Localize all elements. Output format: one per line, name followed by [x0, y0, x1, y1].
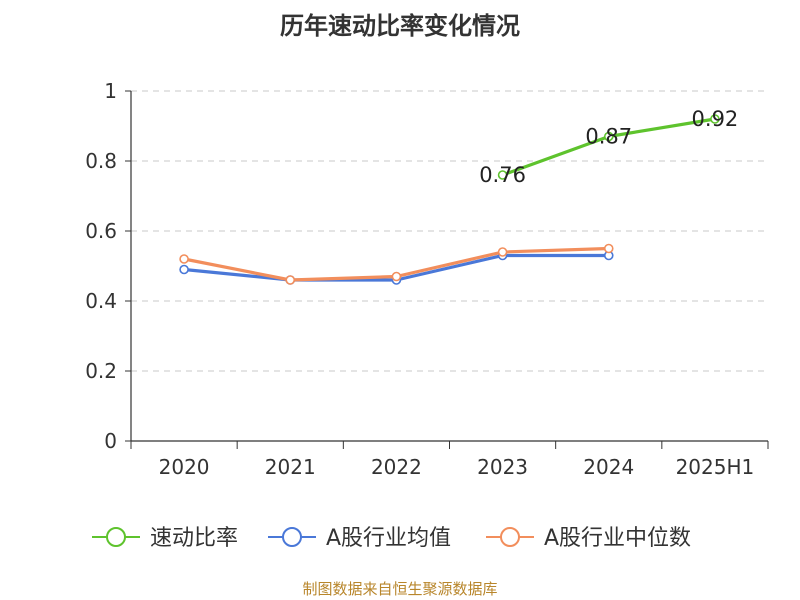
gridlines: [131, 90, 768, 372]
series-quick-ratio: 0.76 0.87 0.92: [479, 107, 738, 187]
y-tick-label: 0.8: [85, 149, 117, 173]
data-point: [391, 271, 402, 282]
data-point: [603, 131, 614, 142]
x-tick-label: 2023: [477, 455, 528, 479]
legend-item: 速动比率: [92, 526, 238, 551]
legend-item: A股行业均值: [268, 526, 451, 551]
legend: 速动比率 A股行业均值 A股行业中位数: [92, 526, 691, 551]
data-point: [710, 114, 720, 124]
legend-item: A股行业中位数: [486, 526, 691, 551]
series-industry-median: [179, 243, 614, 285]
y-tick-label: 1: [104, 79, 117, 103]
legend-marker: [106, 527, 126, 547]
data-label: 0.76: [479, 163, 526, 187]
data-label: 0.92: [692, 107, 739, 131]
legend-marker: [500, 527, 520, 547]
x-tick-label: 2024: [583, 455, 634, 479]
legend-label: 速动比率: [150, 526, 238, 551]
data-label: 0.87: [585, 125, 632, 149]
chart-title: 历年速动比率变化情况: [280, 12, 520, 40]
y-tick-label: 0.6: [85, 219, 117, 243]
series-group: 0.76 0.87 0.92: [179, 107, 738, 285]
x-tick-label: 2020: [159, 455, 210, 479]
axes: 0 0.2 0.4 0.6 0.8 1 2020 2021 2022 2023 2024 2025H1: [85, 79, 769, 479]
y-tick-label: 0.4: [85, 289, 117, 313]
source-note: 制图数据来自恒生聚源数据库: [302, 580, 498, 598]
x-tick-label: 2022: [371, 455, 422, 479]
legend-marker: [282, 527, 302, 547]
legend-label: A股行业中位数: [544, 526, 691, 551]
x-tick-label: 2025H1: [676, 455, 755, 479]
data-point: [179, 264, 189, 275]
y-tick-label: 0: [104, 429, 117, 453]
data-point: [179, 254, 189, 264]
data-point: [603, 243, 614, 254]
legend-label: A股行业均值: [326, 526, 451, 551]
y-tick-label: 0.2: [85, 359, 117, 383]
data-point: [497, 170, 508, 180]
data-point: [497, 247, 508, 257]
x-tick-label: 2021: [265, 455, 316, 479]
data-point: [285, 275, 296, 285]
